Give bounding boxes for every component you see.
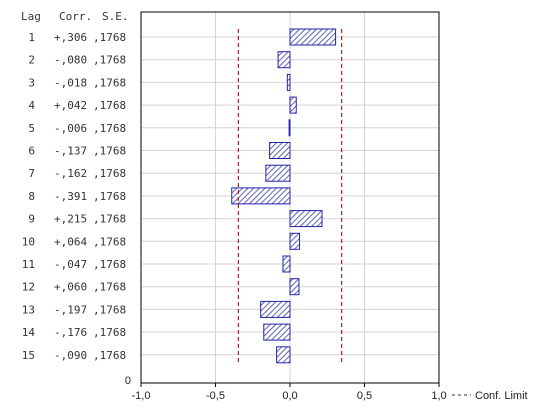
corr-value: -,090 — [54, 349, 87, 362]
row-labels: 1 +,306 ,1768 2 -,080 ,1768 3 -,018 ,1768 4 +,042,… — [22, 31, 126, 362]
x-axis-ticks: -1,0 -0,5 0,0 0,5 1,0 — [132, 383, 447, 402]
bar-lag-4 — [289, 96, 297, 114]
lag-label: 13 — [22, 303, 35, 316]
se-value: ,1768 — [93, 31, 126, 44]
legend: Conf. Limit — [452, 390, 528, 402]
corr-value: -,080 — [54, 54, 87, 67]
bar-lag-13 — [260, 300, 291, 318]
lag-label: 1 — [28, 31, 35, 44]
lag-label: 12 — [22, 281, 35, 294]
corr-value: +,060 — [54, 281, 87, 294]
se-value: ,1768 — [93, 122, 126, 135]
corr-value: -,197 — [54, 303, 87, 316]
corr-value: +,215 — [54, 213, 87, 226]
bar-lag-10 — [289, 232, 301, 250]
se-value: ,1768 — [93, 303, 126, 316]
bar-lag-14 — [263, 323, 291, 341]
se-value: ,1768 — [93, 145, 126, 158]
lag-label: 7 — [28, 167, 35, 180]
x-tick-label: -1,0 — [132, 390, 151, 402]
lag-label: 10 — [22, 235, 35, 248]
se-value: ,1768 — [93, 76, 126, 89]
corr-value: -,018 — [54, 76, 87, 89]
bar-lag-5 — [288, 119, 291, 137]
corr-value: -,162 — [54, 167, 87, 180]
corr-value: -,137 — [54, 145, 87, 158]
y-axis-zero-label: 0 — [125, 375, 131, 387]
bar-lag-3 — [286, 73, 291, 91]
header-corr: Corr. — [59, 10, 92, 23]
bar-lag-7 — [265, 164, 291, 182]
corr-value: -,176 — [54, 326, 87, 339]
bar-lag-8 — [231, 187, 291, 205]
x-tick-label: 0,0 — [282, 390, 297, 402]
corr-value: -,047 — [54, 258, 87, 271]
corr-value: +,064 — [54, 235, 87, 248]
corr-value: +,042 — [54, 99, 87, 112]
se-value: ,1768 — [93, 326, 126, 339]
se-value: ,1768 — [93, 235, 126, 248]
bar-lag-2 — [277, 51, 291, 69]
lag-label: 2 — [28, 54, 35, 67]
lag-label: 5 — [28, 122, 35, 135]
se-value: ,1768 — [93, 99, 126, 112]
lag-label: 3 — [28, 76, 35, 89]
lag-label: 15 — [22, 349, 35, 362]
bar-lag-9 — [289, 210, 323, 228]
corr-value: +,306 — [54, 31, 87, 44]
se-value: ,1768 — [93, 167, 126, 180]
se-value: ,1768 — [93, 54, 126, 67]
bar-lag-1 — [289, 28, 337, 46]
corr-value: -,391 — [54, 190, 87, 203]
bar-lag-6 — [269, 142, 291, 159]
plot-frame — [140, 11, 440, 384]
lag-label: 14 — [22, 326, 36, 339]
x-tick-label: -0,5 — [206, 390, 225, 402]
se-value: ,1768 — [93, 258, 126, 271]
lag-label: 6 — [28, 145, 35, 158]
x-tick-label: 0,5 — [357, 390, 372, 402]
correlation-bars — [231, 28, 337, 364]
legend-label: Conf. Limit — [475, 390, 528, 402]
bar-lag-15 — [276, 346, 291, 364]
bar-lag-11 — [282, 255, 291, 273]
x-tick-label: 1,0 — [431, 390, 446, 402]
lag-label: 8 — [28, 190, 35, 203]
se-value: ,1768 — [93, 281, 126, 294]
header-se: S.E. — [102, 10, 129, 23]
lag-label: 11 — [22, 258, 35, 271]
se-value: ,1768 — [93, 213, 126, 226]
se-value: ,1768 — [93, 190, 126, 203]
lag-label: 9 — [28, 213, 35, 226]
lag-label: 4 — [28, 99, 35, 112]
bar-lag-12 — [289, 278, 300, 296]
corr-value: -,006 — [54, 122, 87, 135]
se-value: ,1768 — [93, 349, 126, 362]
header-lag: Lag — [21, 10, 41, 23]
